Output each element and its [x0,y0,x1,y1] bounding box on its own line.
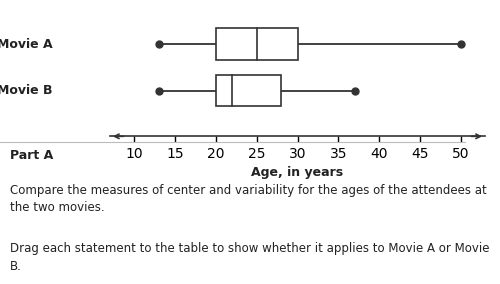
Bar [216,75,281,106]
Text: Part A: Part A [10,149,53,162]
X-axis label: Age, in years: Age, in years [252,166,344,179]
Text: Movie A: Movie A [0,37,53,51]
Bar [216,28,298,60]
Text: Drag each statement to the table to show whether it applies to Movie A or Movie : Drag each statement to the table to show… [10,242,489,273]
Text: Compare the measures of center and variability for the ages of the attendees at : Compare the measures of center and varia… [10,184,486,214]
Text: Movie B: Movie B [0,84,53,97]
